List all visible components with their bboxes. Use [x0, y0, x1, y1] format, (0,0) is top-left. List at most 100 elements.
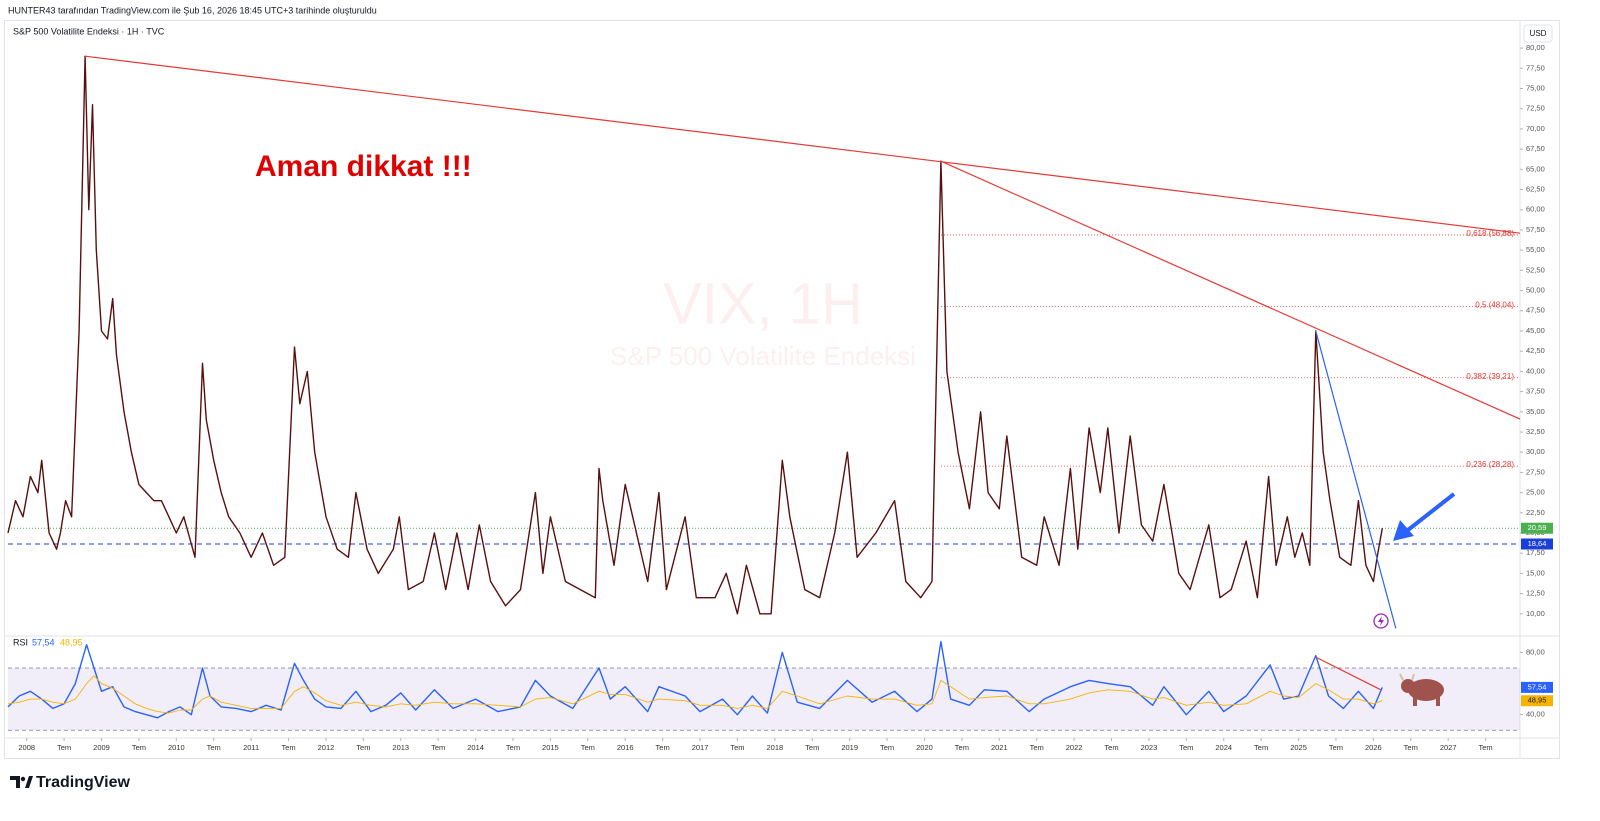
x-tick-label: Tem	[281, 743, 295, 752]
rsi-badge	[1521, 695, 1553, 707]
fib-label: 0,382 (39,21)	[1466, 372, 1514, 381]
footer-logo: TradingView	[36, 774, 131, 791]
x-tick-label: Tem	[1179, 743, 1193, 752]
y-tick-label: 12,50	[1526, 589, 1545, 598]
trend-line	[940, 160, 1521, 420]
chart-title: S&P 500 Volatilite Endeksi · 1H · TVC	[13, 26, 165, 36]
watermark: VIX, 1H	[663, 271, 863, 336]
y-tick-label: 62,50	[1526, 185, 1545, 194]
y-tick-label: 65,00	[1526, 164, 1545, 173]
y-tick-label: 22,50	[1526, 508, 1545, 517]
bull-body	[1408, 679, 1444, 701]
x-tick-label: Tem	[1404, 743, 1418, 752]
y-tick-label: 50,00	[1526, 286, 1545, 295]
currency-button[interactable]	[1523, 24, 1553, 43]
annotation: Aman dikkat !!!	[255, 150, 472, 183]
y-tick-label: 15,00	[1526, 568, 1545, 577]
x-tick-label: 2026	[1365, 743, 1382, 752]
y-tick-label: 52,50	[1526, 265, 1545, 274]
x-tick-label: 2011	[243, 743, 259, 752]
fib-label: 0,5 (48,04)	[1475, 300, 1514, 309]
arrow-head	[1393, 520, 1414, 541]
x-tick-label: 2017	[692, 743, 709, 752]
x-tick-label: 2027	[1440, 743, 1457, 752]
price-badge	[1521, 522, 1553, 534]
rsi-badge-label: 48,95	[1528, 696, 1547, 705]
logo-mark	[20, 776, 26, 782]
price-badge	[1521, 538, 1553, 550]
header: HUNTER43 tarafından TradingView.com ile …	[8, 5, 377, 15]
alert-circle[interactable]	[1373, 613, 1389, 629]
x-tick-label: Tem	[207, 743, 221, 752]
x-tick-label: Tem	[730, 743, 744, 752]
y-tick-label: 80,00	[1526, 647, 1545, 656]
alert-bolt[interactable]	[1378, 616, 1384, 626]
price-line	[7, 55, 1383, 615]
x-tick-label: Tem	[1104, 743, 1118, 752]
x-tick-label: Tem	[506, 743, 520, 752]
marks: 10,0012,5015,0017,5020,0022,5025,0027,50…	[7, 43, 1553, 752]
x-tick-label: 2014	[467, 743, 484, 752]
rsi-legend-value: 48,95	[60, 637, 83, 647]
y-tick-label: 32,50	[1526, 427, 1545, 436]
y-tick-label: 75,00	[1526, 83, 1545, 92]
rsi-band	[8, 668, 1520, 731]
x-tick-label: 2012	[318, 743, 335, 752]
rsi-title: RSI	[13, 637, 28, 647]
y-tick-label: 55,00	[1526, 245, 1545, 254]
x-tick-label: 2008	[18, 743, 35, 752]
logo-mark	[10, 776, 20, 788]
y-tick-label: 60,00	[1526, 205, 1545, 214]
rsi-legend-value: 57,54	[32, 637, 55, 647]
x-tick-label: Tem	[57, 743, 71, 752]
x-tick-label: Tem	[356, 743, 370, 752]
y-tick-label: 77,50	[1526, 63, 1545, 72]
x-tick-label: 2016	[617, 743, 634, 752]
y-tick-label: 25,00	[1526, 488, 1545, 497]
price-badge-label: 18,64	[1528, 539, 1547, 548]
x-tick-label: Tem	[955, 743, 969, 752]
y-tick-label: 10,00	[1526, 609, 1545, 618]
y-tick-label: 40,00	[1526, 366, 1545, 375]
y-tick-label: 27,50	[1526, 467, 1545, 476]
logo	[10, 776, 33, 788]
x-tick-label: Tem	[431, 743, 445, 752]
x-tick-label: 2019	[841, 743, 858, 752]
x-tick-label: 2018	[767, 743, 784, 752]
fib-label: 0,618 (56,88)	[1466, 229, 1514, 238]
y-tick-label: 57,50	[1526, 225, 1545, 234]
y-tick-label: 67,50	[1526, 144, 1545, 153]
x-tick-label: 2015	[542, 743, 559, 752]
rsi-badge-label: 57,54	[1528, 682, 1547, 691]
x-tick-label: 2009	[93, 743, 110, 752]
trend-line	[84, 55, 1521, 234]
trend-line	[1315, 330, 1397, 629]
x-tick-label: 2021	[991, 743, 1008, 752]
x-tick-label: Tem	[656, 743, 670, 752]
x-tick-label: 2013	[392, 743, 409, 752]
bull-leg	[1413, 696, 1417, 706]
y-tick-label: 45,00	[1526, 326, 1545, 335]
arrow-shaft	[1406, 492, 1456, 532]
currency[interactable]: USD	[1530, 29, 1547, 38]
y-tick-label: 35,00	[1526, 407, 1545, 416]
bull-leg	[1436, 696, 1440, 706]
y-tick-label: 70,00	[1526, 124, 1545, 133]
bull-icon	[1399, 673, 1444, 706]
watermark-subtitle: S&P 500 Volatilite Endeksi	[610, 341, 916, 371]
y-tick-label: 17,50	[1526, 548, 1545, 557]
x-tick-label: Tem	[1478, 743, 1492, 752]
trend-line	[1315, 656, 1382, 691]
x-tick-label: 2020	[916, 743, 933, 752]
alert-icon[interactable]	[1373, 613, 1389, 629]
x-tick-label: Tem	[1329, 743, 1343, 752]
x-tick-label: Tem	[1030, 743, 1044, 752]
x-tick-label: 2023	[1141, 743, 1158, 752]
x-tick-label: 2010	[168, 743, 185, 752]
frame	[4, 20, 1560, 759]
y-tick-label: 30,00	[1526, 447, 1545, 456]
x-tick-label: Tem	[581, 743, 595, 752]
